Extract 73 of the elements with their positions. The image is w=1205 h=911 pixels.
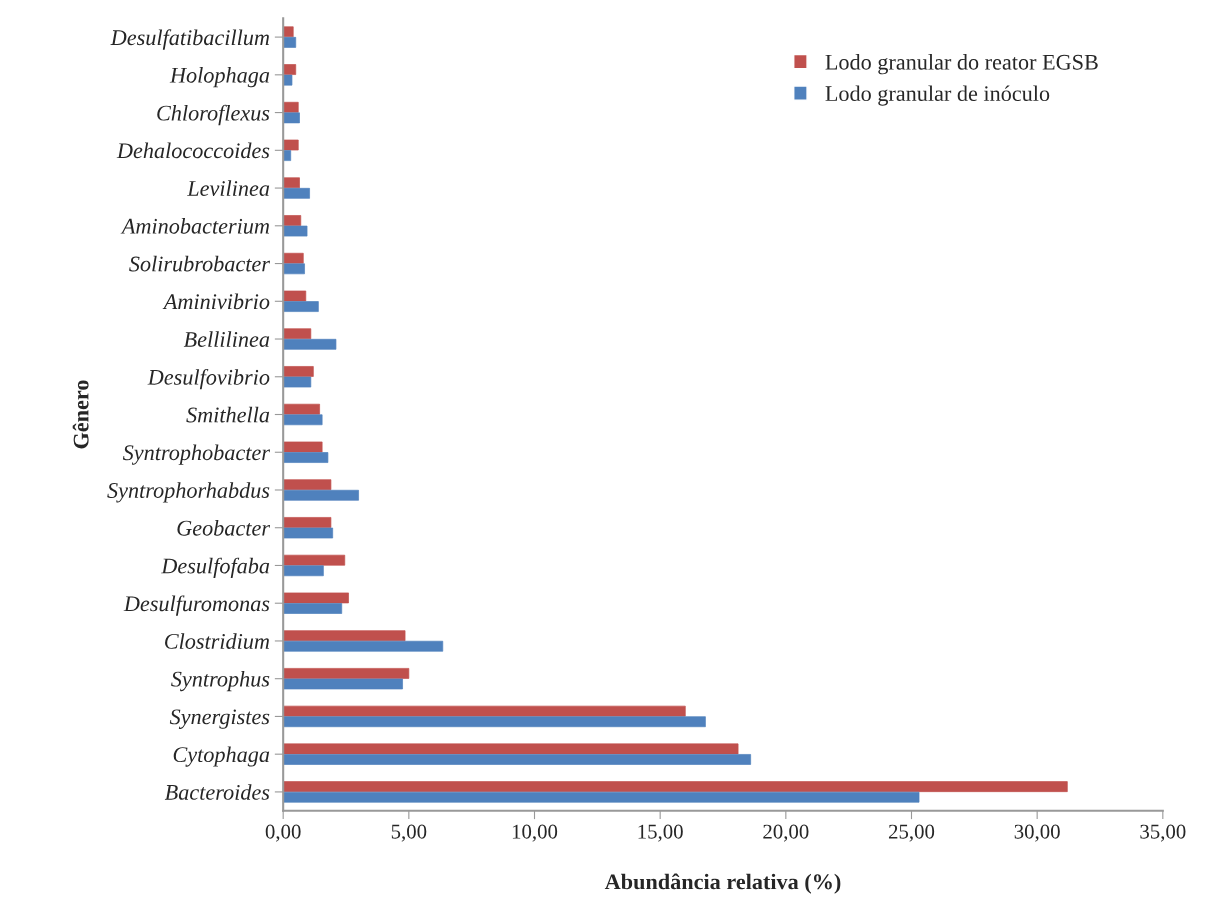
bar <box>283 791 920 803</box>
bar <box>283 781 1068 793</box>
bar <box>283 301 319 312</box>
y-tick-label: Desulfuromonas <box>123 595 270 616</box>
x-tick-label: 0,00 <box>265 824 301 842</box>
y-tick-label: Syntrophorhabdus <box>107 482 270 503</box>
x-tick-label: 35,00 <box>1140 824 1186 842</box>
x-tick-label: 15,00 <box>638 824 683 842</box>
y-tick-label: Bacteroides <box>164 784 270 800</box>
x-tick-label: 25,00 <box>888 824 935 842</box>
bar <box>283 603 343 614</box>
bar <box>283 554 346 566</box>
x-tick-label: 5,00 <box>391 824 427 842</box>
bar <box>283 225 308 237</box>
bar <box>283 705 686 717</box>
y-tick-label: Holophaga <box>169 67 270 88</box>
y-tick-label: Desulfatibacillum <box>110 29 270 50</box>
y-axis-title: Gênero <box>72 380 89 449</box>
bar <box>283 112 300 124</box>
legend-label: Lodo granular de inóculo <box>825 85 1050 106</box>
bar <box>283 290 307 302</box>
x-axis-title: Abundância relativa (%) <box>604 873 841 894</box>
bar <box>283 517 332 528</box>
y-tick-label: Aminobacterium <box>120 218 270 234</box>
bar <box>283 592 349 604</box>
bar <box>283 26 294 38</box>
y-tick-label: Levilinea <box>187 180 270 196</box>
bar <box>283 678 403 690</box>
y-tick-label: Desulfofaba <box>161 557 270 579</box>
y-tick-label: Smithella <box>186 406 270 423</box>
bar <box>283 101 299 113</box>
bar <box>283 479 332 491</box>
y-tick-label: Bellilinea <box>183 331 270 347</box>
bar <box>283 452 329 463</box>
bar <box>283 74 293 86</box>
bar <box>283 403 320 415</box>
y-tick-label: Syntrophus <box>171 670 270 692</box>
bar <box>283 37 297 48</box>
bar <box>283 328 312 340</box>
bar <box>283 527 334 539</box>
x-tick-label: 20,00 <box>763 824 809 842</box>
bar <box>283 263 305 275</box>
y-tick-label: Clostridium <box>165 633 270 649</box>
bar <box>283 489 359 501</box>
x-tick-label: 30,00 <box>1014 824 1060 842</box>
bar <box>283 366 314 377</box>
y-tick-label: Cytophaga <box>173 746 270 767</box>
legend-label: Lodo granular do reator EGSB <box>825 54 1098 75</box>
bar <box>283 252 304 264</box>
bar <box>283 376 312 388</box>
bar <box>283 139 299 151</box>
y-tick-label: Aminivibrio <box>162 293 270 310</box>
bar <box>283 668 410 679</box>
x-tick-label: 10,00 <box>512 824 558 842</box>
bar <box>283 441 323 453</box>
bar <box>283 565 324 577</box>
y-tick-label: Solirubrobacter <box>129 255 271 272</box>
bar <box>283 187 310 199</box>
bar <box>283 754 751 765</box>
y-tick-label: Syntrophobacter <box>122 444 271 465</box>
bar <box>283 630 406 642</box>
bar <box>283 414 323 426</box>
bar <box>283 743 739 755</box>
bar <box>283 716 706 728</box>
bar <box>283 150 292 161</box>
y-tick-label: Geobacter <box>177 520 271 536</box>
y-tick-label: Synergistes <box>169 709 270 729</box>
y-tick-label: Dehalococcoides <box>116 142 270 159</box>
bar <box>283 177 300 189</box>
y-tick-label: Chloroflexus <box>157 104 270 126</box>
bar <box>283 640 444 652</box>
y-tick-label: Desulfovibrio <box>147 368 270 390</box>
bar <box>283 338 337 350</box>
